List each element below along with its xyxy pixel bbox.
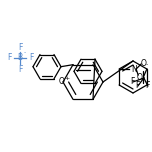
Text: F: F bbox=[18, 64, 22, 74]
Text: -: - bbox=[146, 62, 148, 67]
Text: N: N bbox=[131, 64, 137, 74]
Text: F: F bbox=[136, 81, 140, 90]
Text: F: F bbox=[18, 43, 22, 52]
Text: F: F bbox=[7, 54, 11, 62]
Text: -: - bbox=[24, 50, 26, 55]
Text: F: F bbox=[29, 54, 33, 62]
Text: +: + bbox=[64, 76, 69, 81]
Text: O: O bbox=[136, 74, 142, 83]
Text: O: O bbox=[140, 59, 146, 67]
Text: B: B bbox=[17, 54, 22, 62]
Text: F: F bbox=[131, 78, 135, 86]
Text: F: F bbox=[146, 81, 150, 90]
Text: O: O bbox=[59, 78, 65, 86]
